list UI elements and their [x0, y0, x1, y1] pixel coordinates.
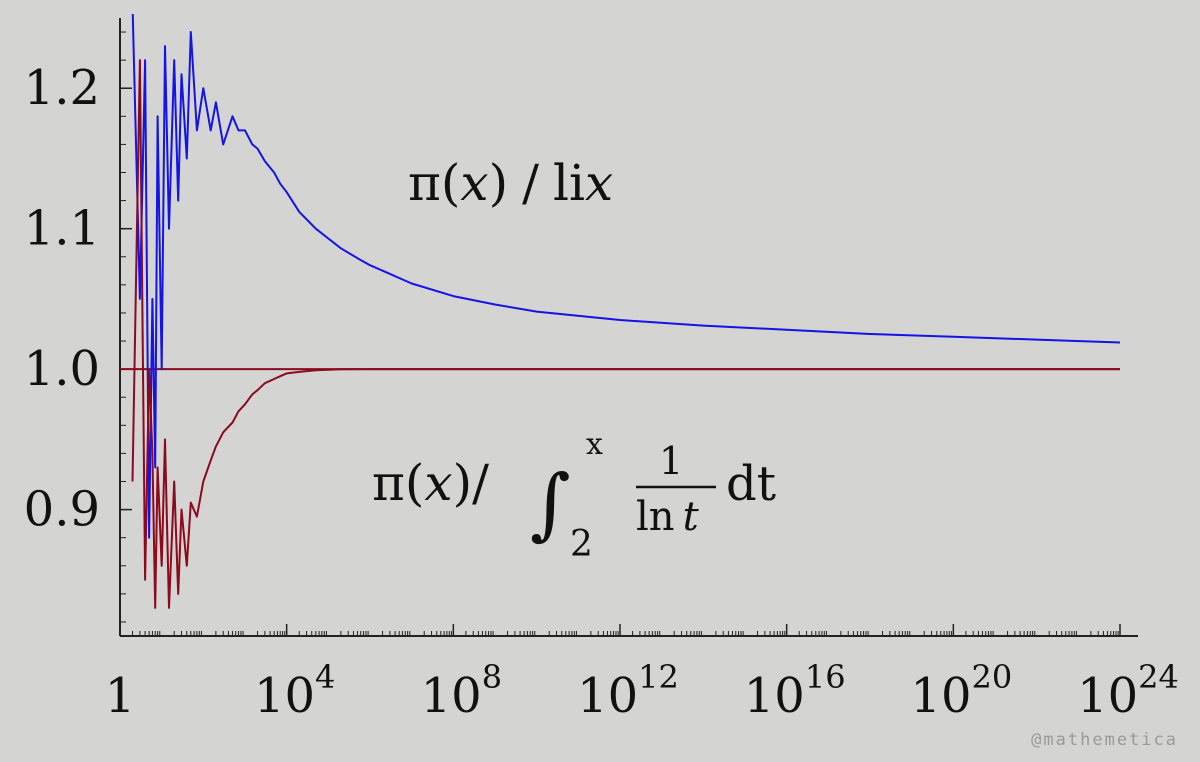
- y-tick-label: 1.0: [24, 341, 100, 397]
- x-tick-label: 1: [105, 668, 136, 724]
- axes: 1 104 108 1012 1016 1020 1024 0.9 1.0 1.1 1.2: [24, 18, 1179, 724]
- x-tick-label: 108: [421, 658, 502, 724]
- x-tick-label: 1020: [910, 658, 1012, 724]
- integral-sign: ∫: [530, 459, 571, 549]
- y-tick-label: 1.2: [24, 60, 100, 116]
- annotation-lower-close: )/: [453, 454, 490, 512]
- differential-t: t: [757, 456, 776, 512]
- series-line-blue: [131, 14, 1121, 539]
- fraction-denominator: ln t: [636, 494, 700, 540]
- annotation-upper-x2: x: [585, 154, 613, 212]
- differential-d: d: [726, 456, 757, 512]
- watermark: @mathemetica: [1031, 730, 1178, 750]
- y-tick-label: 1.1: [24, 201, 100, 257]
- x-tick-label: 104: [254, 658, 335, 724]
- annotation-lower-x: x: [424, 454, 452, 512]
- series-layer: [120, 14, 1121, 609]
- x-tick-label: 1012: [577, 658, 679, 724]
- x-tick-label: 1024: [1077, 658, 1179, 724]
- annotation-upper-slash: /: [522, 154, 539, 212]
- annotation-upper-close: ): [489, 154, 509, 212]
- y-tick-label: 0.9: [24, 482, 100, 538]
- annotation-upper-x: x: [460, 154, 488, 212]
- denominator-ln: ln: [636, 494, 675, 540]
- fraction-numerator: 1: [659, 439, 683, 483]
- integral-upper-limit: x: [586, 427, 603, 462]
- annotation-upper: π(x) / lix: [408, 154, 613, 212]
- denominator-t: t: [683, 494, 700, 540]
- annotation-upper-li: li: [553, 154, 585, 212]
- annotation-lower-main: π(x)/: [372, 454, 489, 512]
- annotation-upper-pi: π(: [408, 154, 460, 212]
- differential: dt: [726, 456, 776, 512]
- integral-lower-limit: 2: [570, 524, 593, 565]
- series-line-red: [131, 59, 1120, 609]
- annotation-lower: π(x)/ ∫ x 2 1 ln t dt: [372, 427, 776, 565]
- annotation-lower-pi: π(: [372, 454, 424, 512]
- x-tick-label: 1016: [744, 658, 846, 724]
